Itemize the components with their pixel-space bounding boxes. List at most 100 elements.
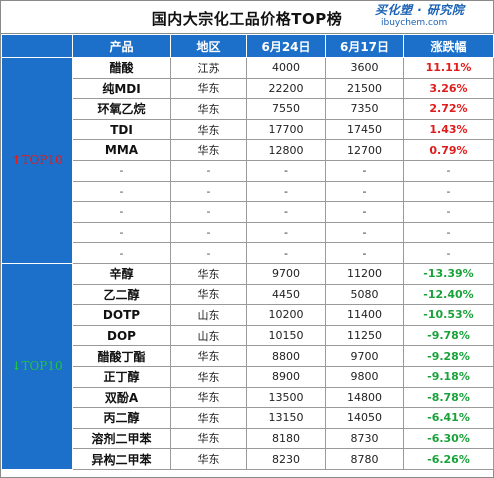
price-jun24-cell: 12800 [246,139,326,161]
table-row: ----- [2,201,494,223]
product-cell: 辛醇 [72,262,171,285]
region-cell: 华东 [170,98,247,120]
table-row: 双酚A 华东 13500 14800 -8.78% [2,386,494,409]
product-cell: 丙二醇 [72,407,171,429]
table-header-row: 产品 地区 6月24日 6月17日 涨跌幅 [1,34,494,58]
change-cell: -9.18% [403,365,494,388]
price-jun17-cell: - [325,180,404,203]
region-cell: 华东 [170,386,247,409]
top10-down-label-text: TOP10 [21,359,63,374]
price-jun17-cell: 7350 [325,98,404,120]
price-jun24-cell: 10200 [246,304,326,326]
region-cell: - [170,221,247,244]
table-body: ↑TOP10 醋酸 江苏 4000 3600 11.11% 纯MDI 华东 22200 21500… [1,57,494,470]
product-cell: - [72,159,171,182]
region-cell: 华东 [170,448,247,470]
price-jun24-cell: 8800 [246,345,326,367]
price-jun17-cell: 11200 [325,262,404,285]
price-jun24-cell: 8900 [246,365,326,388]
product-cell: TDI [72,118,171,141]
price-table: 产品 地区 6月24日 6月17日 涨跌幅 ↑TOP10 醋酸 江苏 4000 3600… [1,34,494,470]
price-jun24-cell: 8180 [246,427,326,450]
table-row: 异构二甲苯 华东 8230 8780 -6.26% [2,448,494,470]
change-cell: -13.39% [403,262,494,285]
price-jun24-cell: 13500 [246,386,326,409]
region-cell: 华东 [170,118,247,141]
price-jun17-cell: 11250 [325,324,404,347]
price-jun24-cell: 8230 [246,448,326,470]
table-row: 丙二醇 华东 13150 14050 -6.41% [2,407,494,429]
change-cell: -6.41% [403,407,494,429]
table-row: TDI 华东 17700 17450 1.43% [2,118,494,141]
table-row: ----- [2,242,494,264]
price-jun17-cell: 11400 [325,304,404,326]
product-cell: 溶剂二甲苯 [72,427,171,450]
price-jun24-cell: - [246,180,326,203]
price-jun17-cell: - [325,221,404,244]
header-corner [1,34,73,58]
region-cell: - [170,242,247,264]
price-jun17-cell: 21500 [325,77,404,100]
price-jun17-cell: 3600 [325,57,404,79]
region-cell: - [170,201,247,223]
region-cell: 江苏 [170,57,247,79]
price-jun24-cell: 4000 [246,57,326,79]
price-jun24-cell: 10150 [246,324,326,347]
logo-domain-text: ibuychem.com [381,18,448,28]
table-row: ----- [2,180,494,203]
region-cell: 华东 [170,77,247,100]
region-cell: 华东 [170,345,247,367]
change-cell: - [403,221,494,244]
column-header-jun17: 6月17日 [325,34,404,58]
price-jun17-cell: - [325,242,404,264]
page-title: 国内大宗化工品价格TOP榜 [151,10,343,28]
arrow-up-icon: ↑ [11,153,22,168]
price-jun17-cell: 12700 [325,139,404,161]
price-jun17-cell: 5080 [325,283,404,306]
table-row: ----- [2,159,494,182]
table-row: 醋酸丁酯 华东 8800 9700 -9.28% [2,345,494,367]
product-cell: 异构二甲苯 [72,448,171,470]
change-cell: -10.53% [403,304,494,326]
product-cell: - [72,180,171,203]
change-cell: 0.79% [403,139,494,161]
change-cell: 11.11% [403,57,494,79]
price-jun24-cell: 7550 [246,98,326,120]
price-jun24-cell: - [246,159,326,182]
table-row: 乙二醇 华东 4450 5080 -12.40% [2,283,494,306]
region-cell: 华东 [170,283,247,306]
table-row: DOTP 山东 10200 11400 -10.53% [2,304,494,326]
price-jun24-cell: 17700 [246,118,326,141]
product-cell: 乙二醇 [72,283,171,306]
region-cell: 华东 [170,139,247,161]
region-cell: 山东 [170,304,247,326]
product-cell: - [72,201,171,223]
product-cell: 双酚A [72,386,171,409]
top10-up-section-label: ↑TOP10 [1,57,73,264]
price-jun17-cell: 8730 [325,427,404,450]
price-jun24-cell: 4450 [246,283,326,306]
price-jun17-cell: 14800 [325,386,404,409]
table-row: MMA 华东 12800 12700 0.79% [2,139,494,161]
brand-logo: 买化塑 · 研究院 ibuychem.com [375,3,487,29]
price-jun17-cell: 8780 [325,448,404,470]
change-cell: - [403,201,494,223]
product-cell: 醋酸 [72,57,171,79]
table-row: ↑TOP10 醋酸 江苏 4000 3600 11.11% [1,57,494,264]
region-cell: 华东 [170,365,247,388]
region-cell: - [170,159,247,182]
column-header-jun24: 6月24日 [246,34,326,58]
change-cell: 1.43% [403,118,494,141]
product-cell: 环氧乙烷 [72,98,171,120]
table-row: 纯MDI 华东 22200 21500 3.26% [2,77,494,100]
price-jun17-cell: 17450 [325,118,404,141]
arrow-down-icon: ↓ [11,359,22,374]
region-cell: - [170,180,247,203]
region-cell: 华东 [170,262,247,285]
change-cell: - [403,159,494,182]
table-row: ↓TOP10 辛醇 华东 9700 11200 -13.39% [1,262,494,470]
region-cell: 华东 [170,407,247,429]
table-row: DOP 山东 10150 11250 -9.78% [2,324,494,347]
change-cell: -12.40% [403,283,494,306]
column-header-product: 产品 [72,34,171,58]
